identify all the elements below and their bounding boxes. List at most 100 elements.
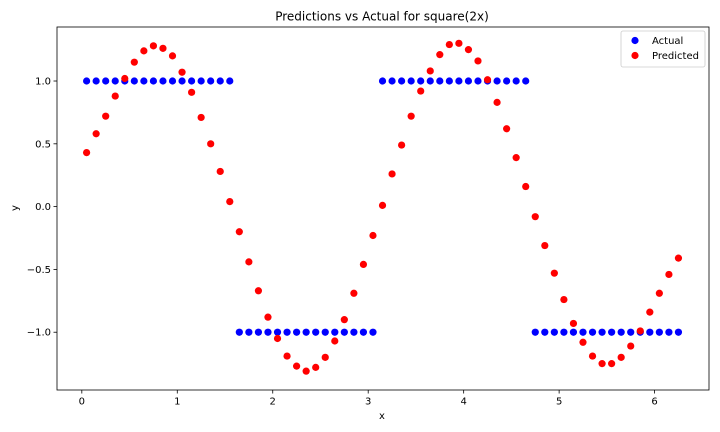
data-point-actual-34 bbox=[407, 77, 415, 85]
y-tick-label-1: −0.5 bbox=[27, 265, 51, 276]
data-point-predicted-13 bbox=[207, 140, 215, 148]
data-point-actual-26 bbox=[331, 328, 339, 336]
data-point-predicted-30 bbox=[369, 231, 377, 240]
y-tick-label-4: 1.0 bbox=[35, 77, 51, 88]
data-point-actual-16 bbox=[235, 328, 243, 336]
data-point-actual-59 bbox=[646, 328, 654, 336]
data-point-actual-7 bbox=[149, 77, 158, 85]
data-point-predicted-41 bbox=[474, 57, 482, 65]
y-axis-label: y bbox=[10, 205, 21, 211]
data-point-predicted-34 bbox=[407, 112, 415, 120]
data-point-predicted-42 bbox=[483, 76, 492, 84]
data-point-actual-9 bbox=[168, 77, 177, 85]
data-point-predicted-51 bbox=[569, 319, 578, 328]
data-point-predicted-55 bbox=[608, 360, 616, 368]
data-point-actual-52 bbox=[579, 328, 587, 336]
data-point-predicted-8 bbox=[159, 44, 167, 52]
data-point-actual-15 bbox=[226, 77, 234, 85]
legend-label-predicted: Predicted bbox=[652, 51, 699, 62]
data-point-predicted-1 bbox=[92, 130, 100, 138]
data-point-predicted-32 bbox=[388, 170, 396, 178]
data-point-actual-51 bbox=[569, 328, 578, 336]
data-point-actual-44 bbox=[503, 77, 511, 85]
data-point-predicted-44 bbox=[503, 125, 511, 133]
legend-marker-predicted bbox=[631, 51, 639, 60]
x-tick-label-3: 3 bbox=[365, 397, 371, 408]
data-point-predicted-43 bbox=[493, 98, 501, 106]
data-point-actual-56 bbox=[617, 328, 625, 336]
data-point-actual-37 bbox=[436, 77, 444, 85]
data-point-actual-20 bbox=[273, 328, 282, 336]
data-point-predicted-15 bbox=[226, 197, 234, 206]
data-point-predicted-33 bbox=[398, 141, 406, 149]
data-point-actual-32 bbox=[388, 77, 396, 85]
x-tick-label-0: 0 bbox=[79, 397, 85, 408]
data-point-actual-53 bbox=[588, 328, 597, 336]
data-point-actual-31 bbox=[378, 77, 387, 85]
data-point-predicted-47 bbox=[531, 213, 539, 221]
x-tick-label-4: 4 bbox=[460, 397, 466, 408]
data-point-actual-2 bbox=[102, 77, 110, 85]
data-point-actual-22 bbox=[293, 328, 301, 336]
data-point-actual-10 bbox=[178, 77, 186, 85]
data-point-predicted-23 bbox=[302, 367, 310, 375]
x-tick-label-6: 6 bbox=[651, 397, 657, 408]
data-point-actual-55 bbox=[608, 328, 616, 336]
data-point-predicted-49 bbox=[550, 269, 558, 277]
legend-marker-actual bbox=[631, 36, 639, 45]
data-point-predicted-31 bbox=[378, 201, 387, 209]
y-tick-label-3: 0.5 bbox=[35, 139, 51, 150]
data-point-actual-23 bbox=[302, 328, 310, 336]
data-point-predicted-35 bbox=[417, 87, 425, 95]
data-point-actual-24 bbox=[312, 328, 320, 336]
data-point-actual-60 bbox=[655, 328, 663, 336]
data-point-predicted-57 bbox=[627, 342, 635, 350]
data-point-predicted-61 bbox=[665, 270, 673, 279]
data-point-actual-19 bbox=[264, 328, 272, 336]
data-point-actual-62 bbox=[674, 328, 683, 336]
data-point-predicted-40 bbox=[464, 46, 473, 54]
data-point-actual-40 bbox=[464, 77, 473, 85]
data-point-actual-57 bbox=[627, 328, 635, 336]
data-point-predicted-4 bbox=[121, 74, 129, 83]
legend: Actual Predicted bbox=[620, 30, 706, 68]
data-point-actual-43 bbox=[493, 77, 501, 85]
data-point-predicted-52 bbox=[579, 338, 587, 346]
data-point-predicted-19 bbox=[264, 313, 272, 321]
legend-box bbox=[620, 30, 706, 68]
axes-frame bbox=[56, 26, 710, 391]
data-point-actual-17 bbox=[245, 328, 253, 336]
data-point-actual-6 bbox=[140, 77, 148, 85]
data-point-predicted-5 bbox=[130, 58, 138, 66]
data-point-actual-1 bbox=[92, 77, 100, 85]
data-point-actual-5 bbox=[130, 77, 138, 85]
data-point-actual-25 bbox=[321, 328, 329, 336]
data-point-actual-29 bbox=[359, 328, 368, 336]
data-point-predicted-6 bbox=[140, 47, 148, 55]
data-point-predicted-29 bbox=[359, 260, 368, 268]
legend-label-actual: Actual bbox=[652, 36, 683, 47]
data-point-predicted-36 bbox=[426, 67, 434, 75]
data-point-predicted-46 bbox=[522, 182, 530, 191]
data-point-predicted-3 bbox=[111, 92, 119, 100]
data-point-predicted-14 bbox=[216, 167, 224, 176]
chart-title: Predictions vs Actual for square(2x) bbox=[275, 10, 489, 24]
data-point-actual-41 bbox=[474, 77, 482, 85]
data-point-predicted-9 bbox=[168, 52, 177, 60]
data-point-predicted-50 bbox=[560, 295, 568, 304]
data-point-actual-13 bbox=[207, 77, 215, 85]
data-point-actual-35 bbox=[417, 77, 425, 85]
data-point-actual-48 bbox=[541, 328, 549, 336]
x-tick-label-2: 2 bbox=[270, 397, 276, 408]
x-axis-label: x bbox=[379, 411, 385, 422]
data-point-predicted-26 bbox=[331, 337, 339, 345]
data-point-predicted-54 bbox=[598, 360, 606, 368]
data-point-actual-46 bbox=[522, 77, 530, 85]
data-point-predicted-17 bbox=[245, 258, 253, 266]
data-point-predicted-39 bbox=[455, 39, 463, 47]
data-point-actual-38 bbox=[445, 77, 453, 85]
data-point-predicted-16 bbox=[235, 228, 243, 236]
data-point-actual-47 bbox=[531, 328, 539, 336]
